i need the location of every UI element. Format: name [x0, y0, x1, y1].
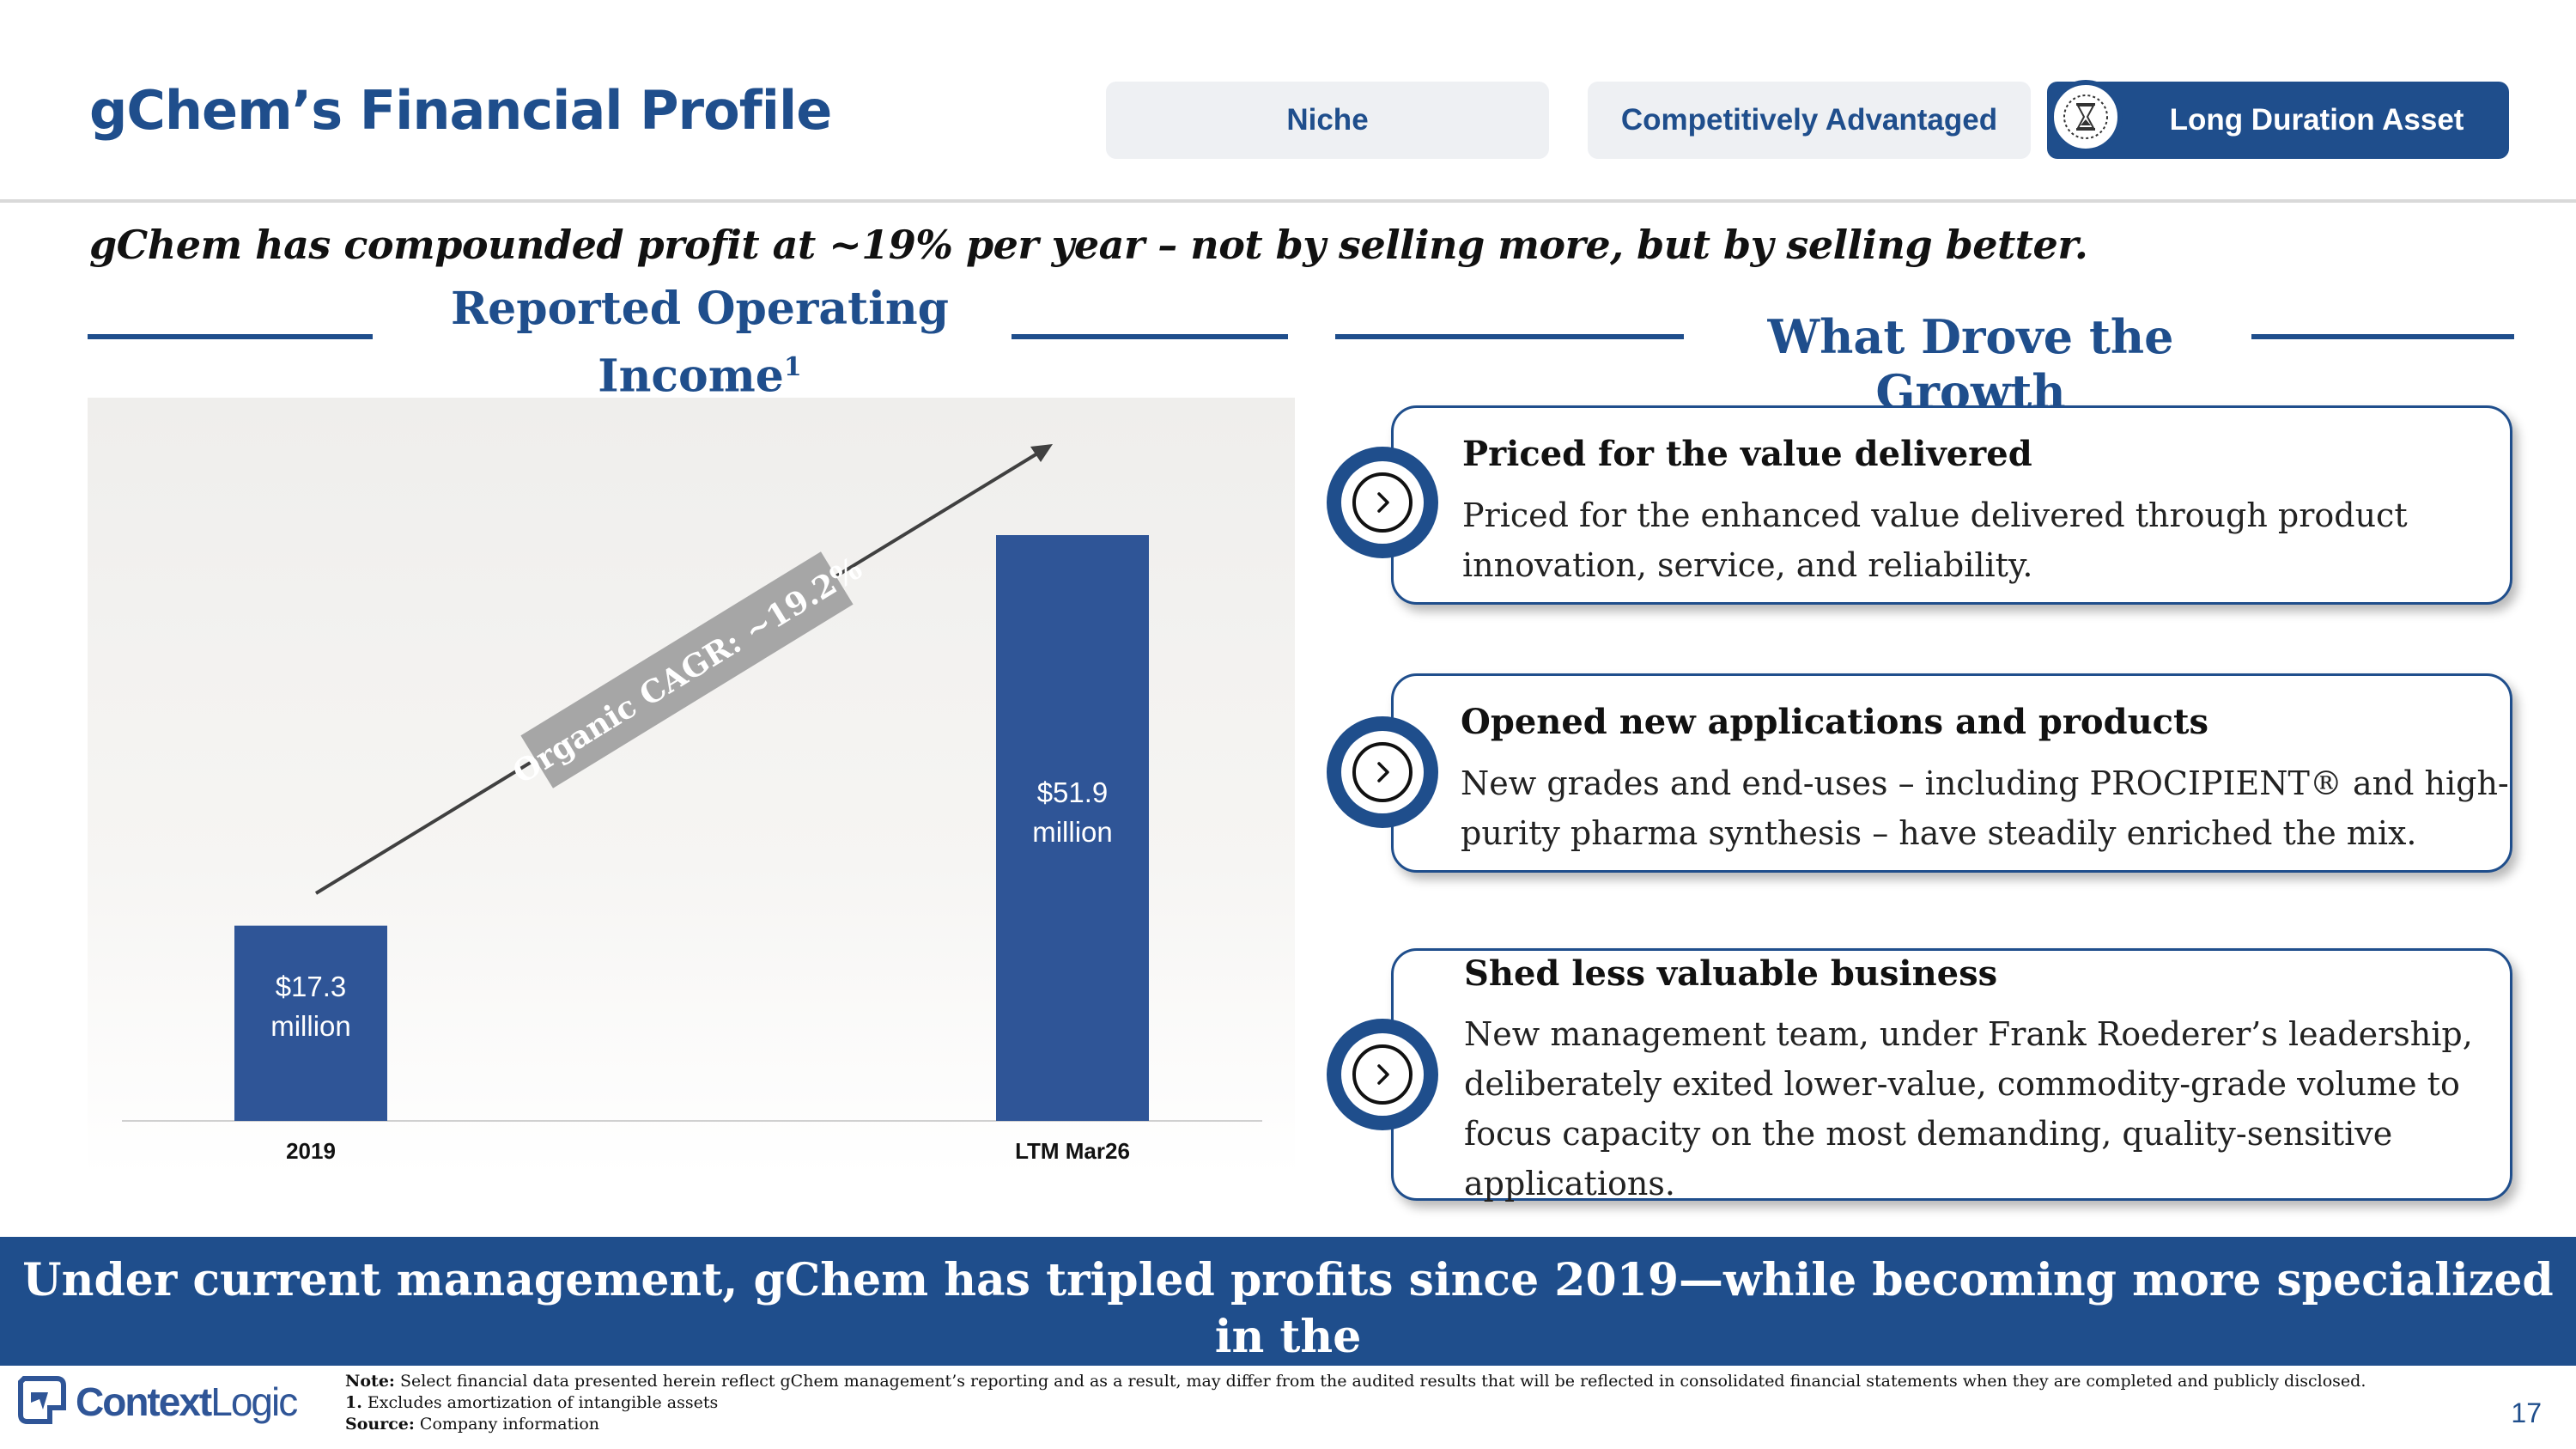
driver-card-shed-business — [1391, 948, 2512, 1201]
section-rule-left-a — [88, 334, 373, 339]
banner-line1: Under current management, gChem has trip… — [22, 1254, 2554, 1363]
hourglass-icon — [2049, 80, 2123, 154]
logo-mark-icon — [18, 1376, 66, 1424]
bar-data-label: million — [270, 1010, 351, 1042]
cagr-label: Organic CAGR: ~19.2% — [507, 551, 868, 791]
bar-ltm-mar26 — [996, 535, 1149, 1121]
driver-title: Shed less valuable business — [1464, 953, 1998, 994]
chart-heading-line1: Reported Operating — [450, 283, 950, 335]
section-rule-left-b — [1012, 334, 1288, 339]
driver-title: Priced for the value delivered — [1462, 434, 2032, 474]
summary-banner: Under current management, gChem has trip… — [0, 1237, 2576, 1420]
page-number: 17 — [2511, 1397, 2542, 1428]
driver-card-pricing — [1391, 405, 2512, 605]
tab-niche[interactable]: Niche — [1106, 82, 1549, 159]
x-tick-label: 2019 — [286, 1138, 336, 1164]
chart-heading-word: Income — [598, 350, 784, 403]
bar-2019 — [234, 925, 387, 1121]
section-rule-right-b — [2251, 334, 2514, 339]
footnote-label: 1. — [345, 1393, 362, 1412]
cagr-annotation: Organic CAGR: ~19.2% — [507, 551, 868, 791]
section-rule-right-a — [1335, 334, 1684, 339]
driver-line: applications. — [1464, 1165, 1675, 1202]
growth-arrow-head — [1030, 444, 1053, 462]
growth-heading: What Drove the Growth — [1767, 309, 2174, 419]
logo-text-context: Context — [76, 1379, 212, 1424]
tab-competitively-advantaged-label: Competitively Advantaged — [1620, 103, 1998, 137]
footer-notes: Note: Select financial data presented he… — [345, 1372, 2449, 1434]
chevron-right-icon — [1352, 742, 1413, 802]
driver-badge — [1327, 1019, 1438, 1130]
tagline: gChem has compounded profit at ~19% per … — [89, 222, 2088, 268]
bar-data-label: $17.3 — [276, 971, 347, 1002]
x-tick-label: LTM Mar26 — [1015, 1138, 1130, 1164]
source-text: Company information — [414, 1415, 600, 1434]
page-title: gChem’s Financial Profile — [89, 79, 832, 142]
source-label: Source: — [345, 1415, 415, 1434]
driver-line: focus capacity on the most demanding, qu… — [1464, 1115, 2393, 1153]
bar-data-label: $51.9 — [1037, 776, 1109, 808]
banner-line2: highest-value segments of the DMSO marke… — [718, 1367, 1858, 1420]
chart-heading-line2: Income1 — [404, 338, 996, 405]
driver-line: purity pharma synthesis – have steadily … — [1461, 814, 2417, 852]
tab-long-duration-asset[interactable]: Long Duration Asset — [2047, 82, 2509, 159]
tab-long-duration-asset-label: Long Duration Asset — [2169, 103, 2464, 137]
footnote-text: Excludes amortization of intangible asse… — [361, 1393, 719, 1412]
driver-description: Priced for the enhanced value delivered … — [1462, 490, 2408, 590]
driver-line: Priced for the enhanced value delivered … — [1462, 496, 2408, 534]
driver-badge — [1327, 716, 1438, 828]
header-divider — [0, 199, 2576, 203]
driver-description: New grades and end-uses – including PROC… — [1461, 758, 2509, 858]
driver-line: innovation, service, and reliability. — [1462, 546, 2033, 584]
note-text: Select financial data presented herein r… — [394, 1372, 2366, 1391]
driver-title: Opened new applications and products — [1461, 702, 2208, 742]
note-label: Note: — [345, 1372, 395, 1391]
cagr-label-box — [520, 551, 854, 788]
tab-competitively-advantaged[interactable]: Competitively Advantaged — [1588, 82, 2031, 159]
driver-description: New management team, under Frank Roedere… — [1464, 1009, 2473, 1209]
bar-data-label: million — [1032, 816, 1113, 848]
tab-niche-label: Niche — [1286, 103, 1369, 137]
driver-card-new-applications — [1391, 673, 2512, 873]
logo-text-logic: Logic — [210, 1379, 298, 1424]
chart-heading: Reported Operating Income1 — [404, 280, 996, 405]
footnote-marker: 1 — [783, 352, 802, 382]
driver-badge — [1327, 447, 1438, 558]
chevron-right-icon — [1352, 472, 1413, 533]
driver-line: deliberately exited lower-value, commodi… — [1464, 1065, 2460, 1103]
chevron-right-icon — [1352, 1044, 1413, 1105]
driver-line: New management team, under Frank Roedere… — [1464, 1015, 2473, 1053]
contextlogic-logo: ContextLogic — [15, 1369, 325, 1434]
driver-line: New grades and end-uses – including PROC… — [1461, 764, 2509, 802]
